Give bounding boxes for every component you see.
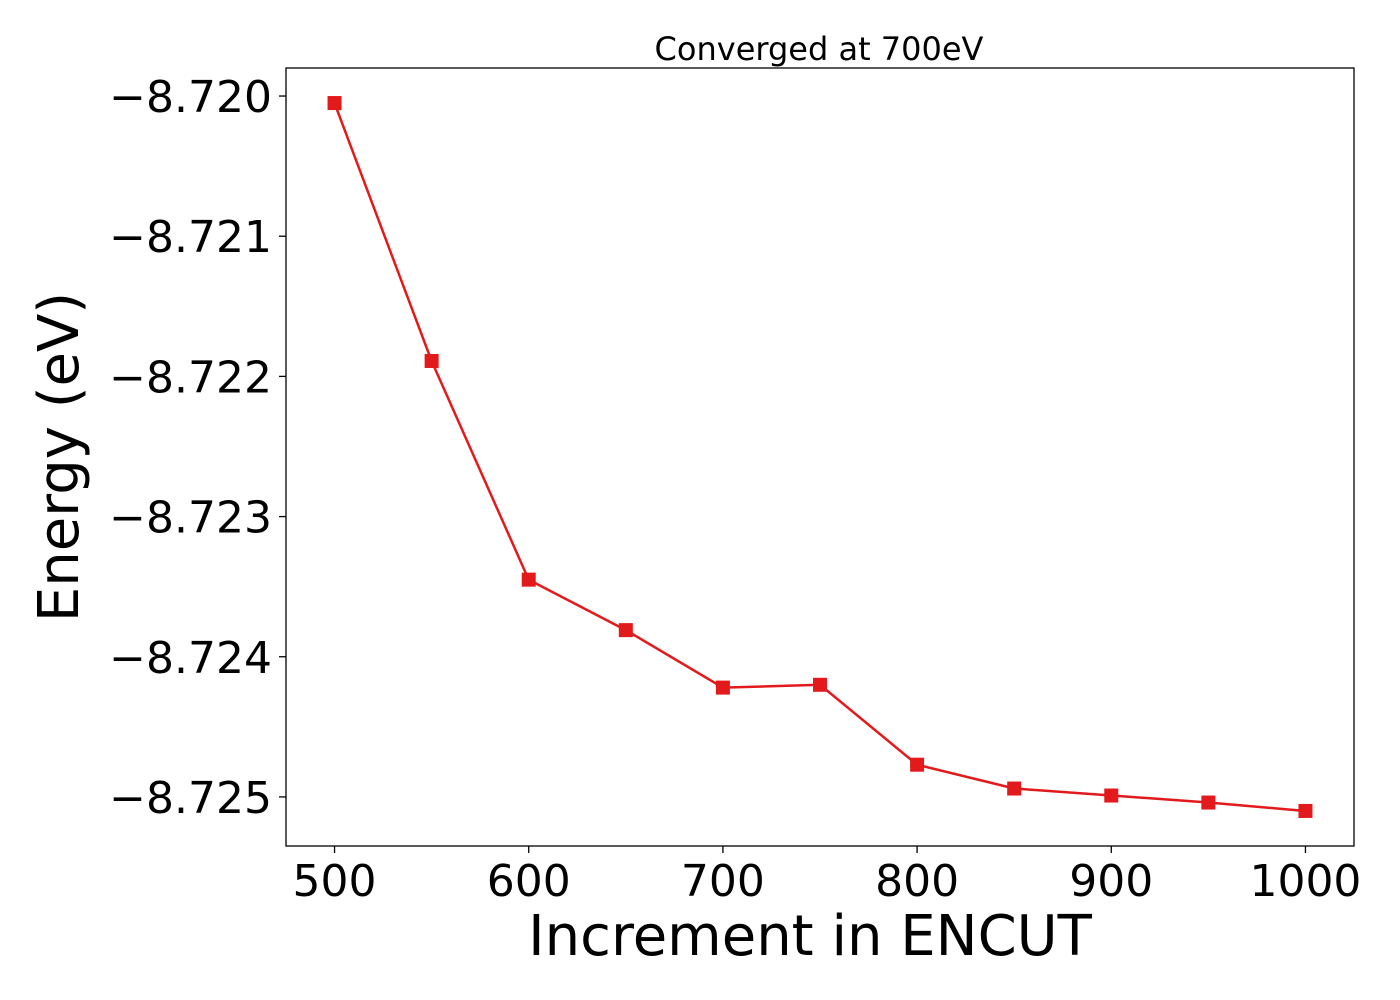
x-tick-label: 1000 bbox=[1249, 856, 1361, 907]
y-tick-label: −8.724 bbox=[109, 633, 272, 684]
y-axis-label: Energy (eV) bbox=[27, 292, 92, 622]
data-point bbox=[424, 353, 439, 368]
x-tick-label: 500 bbox=[293, 856, 377, 907]
x-tick-label: 900 bbox=[1069, 856, 1153, 907]
x-tick-label: 800 bbox=[875, 856, 959, 907]
data-point bbox=[1298, 803, 1313, 818]
data-point bbox=[1104, 788, 1119, 803]
y-tick-label: −8.721 bbox=[109, 212, 272, 263]
data-point bbox=[521, 572, 536, 587]
plot-frame bbox=[285, 67, 1355, 847]
y-tick-label: −8.723 bbox=[109, 493, 272, 544]
data-point bbox=[1007, 781, 1022, 796]
data-point bbox=[327, 96, 342, 111]
series-line bbox=[333, 102, 1306, 813]
x-tick-label: 700 bbox=[681, 856, 765, 907]
plot-area: 500 600 700 800 900 1000 −8.720 −8.721 −8.722 −8.… bbox=[109, 67, 1361, 907]
x-axis-label: Increment in ENCUT bbox=[528, 904, 1093, 969]
data-point bbox=[1201, 795, 1216, 810]
data-point bbox=[910, 757, 925, 772]
y-tick-label: −8.722 bbox=[109, 352, 272, 403]
y-tick-label: −8.720 bbox=[109, 72, 272, 123]
data-point bbox=[715, 680, 730, 695]
x-tick-label: 600 bbox=[487, 856, 571, 907]
data-point bbox=[813, 677, 827, 692]
y-tick-label: −8.725 bbox=[109, 773, 272, 824]
chart-title: Converged at 700eV bbox=[655, 30, 984, 68]
data-point bbox=[618, 623, 633, 638]
